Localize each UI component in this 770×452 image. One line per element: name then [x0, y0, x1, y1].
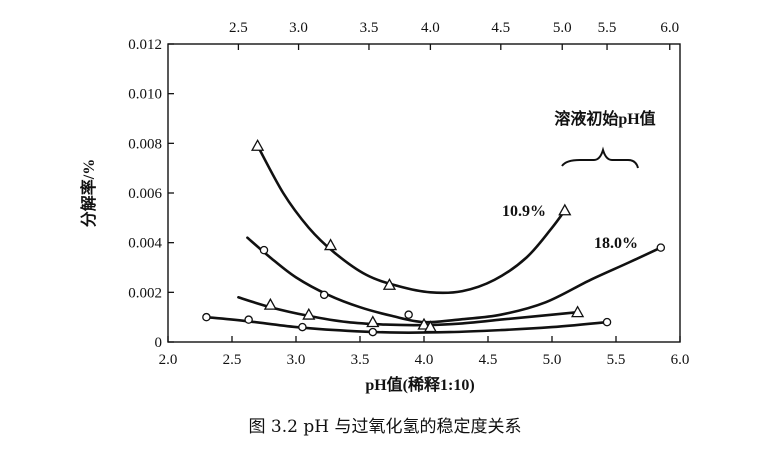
data-point-triangle: [558, 203, 572, 216]
data-point-circle: [244, 315, 253, 324]
y-tick-label: 0.010: [128, 87, 162, 103]
data-point-circle: [404, 310, 413, 319]
series-line-3: [237, 296, 579, 327]
top-x-tick-label: 5.5: [598, 20, 617, 36]
legend-title: 溶液初始pH值: [554, 109, 655, 128]
y-tick-label: 0.012: [128, 37, 162, 53]
data-point-circle: [202, 312, 211, 322]
series-line-4: [205, 315, 609, 334]
x-tick-label: 5.0: [543, 352, 562, 368]
y-tick-label: 0: [155, 335, 163, 351]
x-tick-label: 4.5: [479, 352, 498, 368]
data-point-circle: [259, 245, 269, 255]
data-point-triangle: [366, 315, 380, 328]
y-tick-label: 0.008: [128, 136, 162, 152]
x-axis-title: pH值(稀释1:10): [365, 375, 474, 394]
data-point-triangle: [250, 138, 265, 151]
data-point-circle: [602, 317, 612, 327]
x-tick-label: 3.5: [351, 352, 370, 368]
data-point-triangle: [417, 317, 431, 330]
x-tick-label: 4.0: [415, 352, 434, 368]
top-x-tick-label: 2.5: [229, 20, 248, 36]
top-x-tick-label: 4.0: [421, 20, 440, 36]
top-x-tick-label: 6.0: [660, 20, 679, 36]
data-point-triangle: [323, 238, 338, 251]
data-point-triangle: [423, 320, 438, 333]
top-x-tick-label: 4.5: [491, 20, 510, 36]
curves: [205, 144, 663, 334]
series-line-1: [256, 144, 567, 295]
data-point-circle: [319, 290, 329, 300]
markers: [202, 138, 666, 337]
data-point-circle: [368, 327, 378, 337]
y-axis-title: 分解率/%: [79, 159, 98, 227]
series-label-10-9: 10.9%: [502, 203, 546, 220]
axis-ticks: 2.0 2.5 3.0 3.5 4.0 4.5 5.0 5.5 6.0 0 0.002 0.004 0.…: [128, 20, 689, 368]
figure-caption: 图 3.2 pH 与过氧化氢的稳定度关系: [249, 417, 522, 437]
y-tick-label: 0.006: [128, 186, 162, 202]
data-point-circle: [656, 243, 666, 252]
top-x-tick-label: 3.0: [289, 20, 308, 36]
y-tick-label: 0.002: [128, 285, 162, 301]
x-tick-label: 6.0: [671, 352, 690, 368]
x-tick-label: 2.0: [159, 352, 178, 368]
plot-frame: [167, 43, 681, 343]
data-point-triangle: [382, 278, 397, 290]
top-x-tick-label: 5.0: [553, 20, 572, 36]
brace: [561, 146, 639, 169]
y-tick-label: 0.004: [128, 236, 162, 252]
x-tick-label: 3.0: [287, 352, 306, 368]
x-tick-label: 2.5: [223, 352, 242, 368]
data-point-triangle: [570, 305, 585, 318]
series-label-18-0: 18.0%: [594, 235, 638, 252]
data-point-triangle: [263, 297, 278, 310]
top-x-tick-label: 3.5: [360, 20, 379, 36]
data-point-triangle: [302, 307, 316, 320]
x-tick-label: 5.5: [607, 352, 626, 368]
data-point-circle: [298, 322, 307, 332]
